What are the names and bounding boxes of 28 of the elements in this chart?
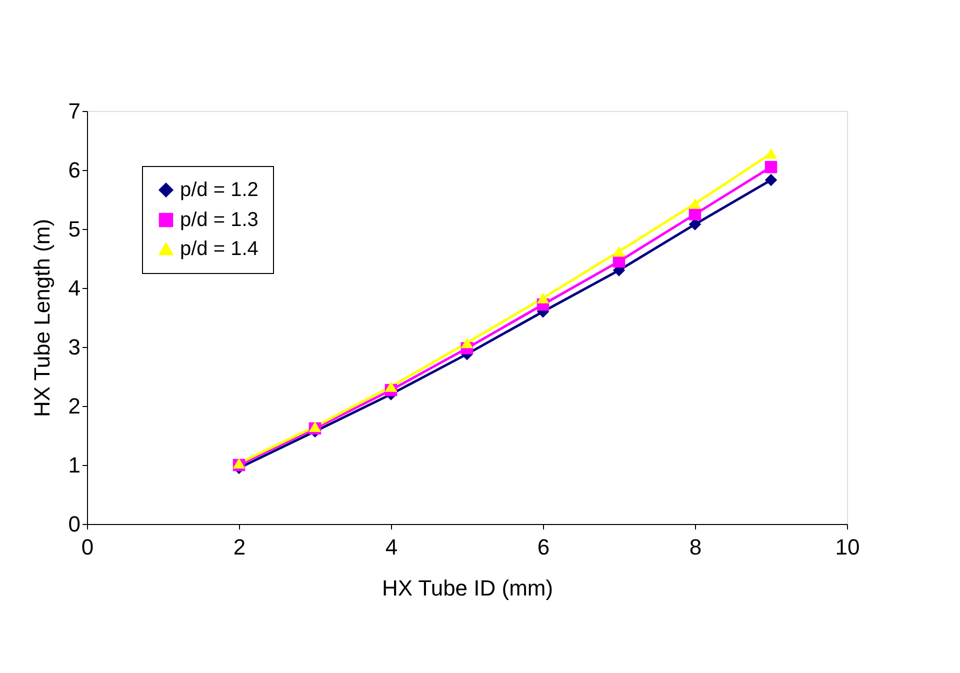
y-tick-label: 2 xyxy=(68,394,80,418)
legend-label: p/d = 1.3 xyxy=(180,209,258,231)
point xyxy=(232,458,246,469)
x-tick-label: 6 xyxy=(537,534,550,560)
x-tick-label: 4 xyxy=(385,534,398,560)
y-tick-label: 4 xyxy=(68,276,80,300)
point xyxy=(764,148,778,159)
y-tick-label: 6 xyxy=(68,158,80,182)
y-tick-label: 5 xyxy=(68,216,80,242)
x-tick-label: 8 xyxy=(689,534,702,560)
point xyxy=(384,381,398,392)
legend-label: p/d = 1.4 xyxy=(180,238,258,260)
point xyxy=(764,160,778,174)
x-tick-label: 10 xyxy=(835,534,860,560)
point xyxy=(460,338,474,348)
y-tick-label: 1 xyxy=(68,452,80,478)
x-tick-label: 2 xyxy=(233,534,246,560)
point xyxy=(688,198,702,209)
point xyxy=(612,246,626,257)
y-tick-label: 3 xyxy=(68,334,80,360)
y-axis-title: HX Tube Length (m) xyxy=(29,218,54,418)
point xyxy=(536,292,550,304)
x-axis-title: HX Tube ID (mm) xyxy=(382,576,554,600)
point xyxy=(688,208,702,220)
y-tick-label: 0 xyxy=(68,512,80,536)
y-tick-label: 7 xyxy=(68,98,80,124)
point xyxy=(764,174,778,186)
legend-label: p/d = 1.2 xyxy=(180,179,258,201)
